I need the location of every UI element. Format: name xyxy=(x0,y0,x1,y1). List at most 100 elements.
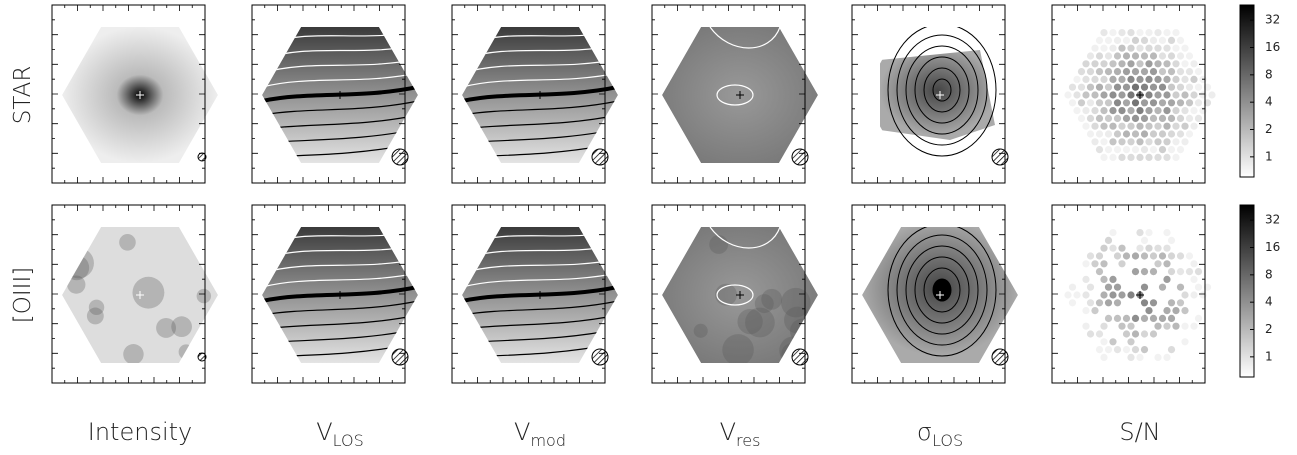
column-label: σLOS xyxy=(917,418,963,450)
sn-spot xyxy=(1136,229,1144,237)
sn-spot xyxy=(1154,353,1162,361)
sn-spot xyxy=(1158,314,1167,322)
sn-spot xyxy=(1185,99,1194,107)
sn-spot xyxy=(1167,36,1176,45)
sn-spot xyxy=(1131,146,1140,154)
sn-spot xyxy=(1118,28,1126,37)
sn-spot xyxy=(1118,244,1126,252)
sn-spot xyxy=(1082,260,1090,268)
sn-spot xyxy=(1190,260,1198,268)
frame-tick xyxy=(452,5,605,183)
blob xyxy=(123,344,144,363)
frame-tick xyxy=(52,205,205,383)
map-panel xyxy=(51,204,218,384)
colorbar-tick-label: 8 xyxy=(1265,267,1273,281)
frame-tick xyxy=(252,205,405,383)
sn-spot xyxy=(1163,260,1171,268)
sn-spot xyxy=(1140,283,1149,291)
sn-spot xyxy=(1181,291,1189,299)
center-cross xyxy=(736,91,744,99)
frame-tick xyxy=(452,5,605,183)
sn-spot xyxy=(1109,291,1117,299)
sn-spot xyxy=(1127,322,1135,330)
sn-spot xyxy=(1172,138,1180,146)
sn-spot xyxy=(1158,130,1167,138)
contour xyxy=(709,27,781,49)
colorbar xyxy=(1239,4,1255,178)
sn-spot xyxy=(1109,338,1117,346)
sn-spot xyxy=(1095,299,1104,307)
sn-spot xyxy=(1127,28,1135,37)
sn-spot xyxy=(1185,52,1194,60)
sn-spot xyxy=(1181,75,1189,83)
row-label: [OIII] xyxy=(10,267,36,323)
sn-spot xyxy=(1176,83,1185,91)
sn-spot xyxy=(1082,291,1090,299)
contour xyxy=(896,34,988,146)
sn-spot xyxy=(1077,99,1086,107)
sn-spot xyxy=(1158,83,1167,91)
frame-tick xyxy=(452,205,605,383)
sn-spot xyxy=(1199,91,1207,99)
blob xyxy=(693,323,708,338)
sn-spot xyxy=(1145,153,1153,161)
sn-spot xyxy=(1131,346,1140,354)
blob xyxy=(745,307,775,338)
sn-spot xyxy=(1154,244,1162,252)
sn-spot xyxy=(1190,91,1198,99)
sn-spot xyxy=(1127,122,1135,130)
sn-spot xyxy=(1113,283,1122,291)
frame-tick xyxy=(52,5,205,183)
frame-tick xyxy=(852,205,1005,383)
sn-spot xyxy=(1086,283,1095,291)
contour xyxy=(905,45,979,135)
frame-tick xyxy=(1052,5,1205,183)
label-sub: LOS xyxy=(333,431,364,450)
sn-spot xyxy=(1104,68,1113,76)
sn-spot xyxy=(1185,68,1194,76)
frame-tick xyxy=(252,5,405,183)
sn-spot xyxy=(1113,114,1122,122)
frame-tick xyxy=(652,205,805,383)
frame-tick xyxy=(652,205,805,383)
frame-tick xyxy=(52,5,205,183)
frame-tick xyxy=(652,5,805,183)
contour xyxy=(262,72,418,88)
sn-spot xyxy=(1127,75,1135,83)
sn-spot xyxy=(1190,75,1198,83)
blob xyxy=(178,344,194,360)
contour xyxy=(262,300,418,316)
sn-spot xyxy=(1199,291,1207,299)
frame-tick xyxy=(652,205,805,383)
sn-spot xyxy=(1091,91,1099,99)
frame-tick xyxy=(852,5,1005,183)
blob xyxy=(761,288,783,310)
sn-spot xyxy=(1100,244,1108,252)
sn-spot xyxy=(1208,91,1216,99)
sn-spot xyxy=(1122,83,1131,91)
sn-spot xyxy=(1091,44,1099,52)
frame-tick xyxy=(252,5,405,183)
sn-spot xyxy=(1086,83,1095,91)
center-cross xyxy=(536,91,544,99)
sn-spot xyxy=(1149,99,1158,107)
sn-spot xyxy=(1109,153,1117,161)
sn-spot xyxy=(1118,75,1126,83)
sn-spot xyxy=(1154,107,1162,115)
sn-spot xyxy=(1158,146,1167,154)
sn-spot xyxy=(1122,146,1131,154)
frame-tick xyxy=(452,205,605,383)
sn-spot xyxy=(1086,252,1095,260)
sn-spot xyxy=(1100,260,1108,268)
sn-spot xyxy=(1122,52,1131,60)
frame-tick xyxy=(852,205,1005,383)
frame-tick xyxy=(252,5,405,183)
sn-spot xyxy=(1131,52,1140,60)
sn-spot xyxy=(1113,36,1122,45)
blob xyxy=(156,317,177,338)
sn-spot xyxy=(1109,275,1117,283)
map-panel xyxy=(851,4,1009,184)
sn-spot xyxy=(1149,130,1158,138)
sn-spot xyxy=(1131,114,1140,122)
sn-spot xyxy=(1082,107,1090,115)
